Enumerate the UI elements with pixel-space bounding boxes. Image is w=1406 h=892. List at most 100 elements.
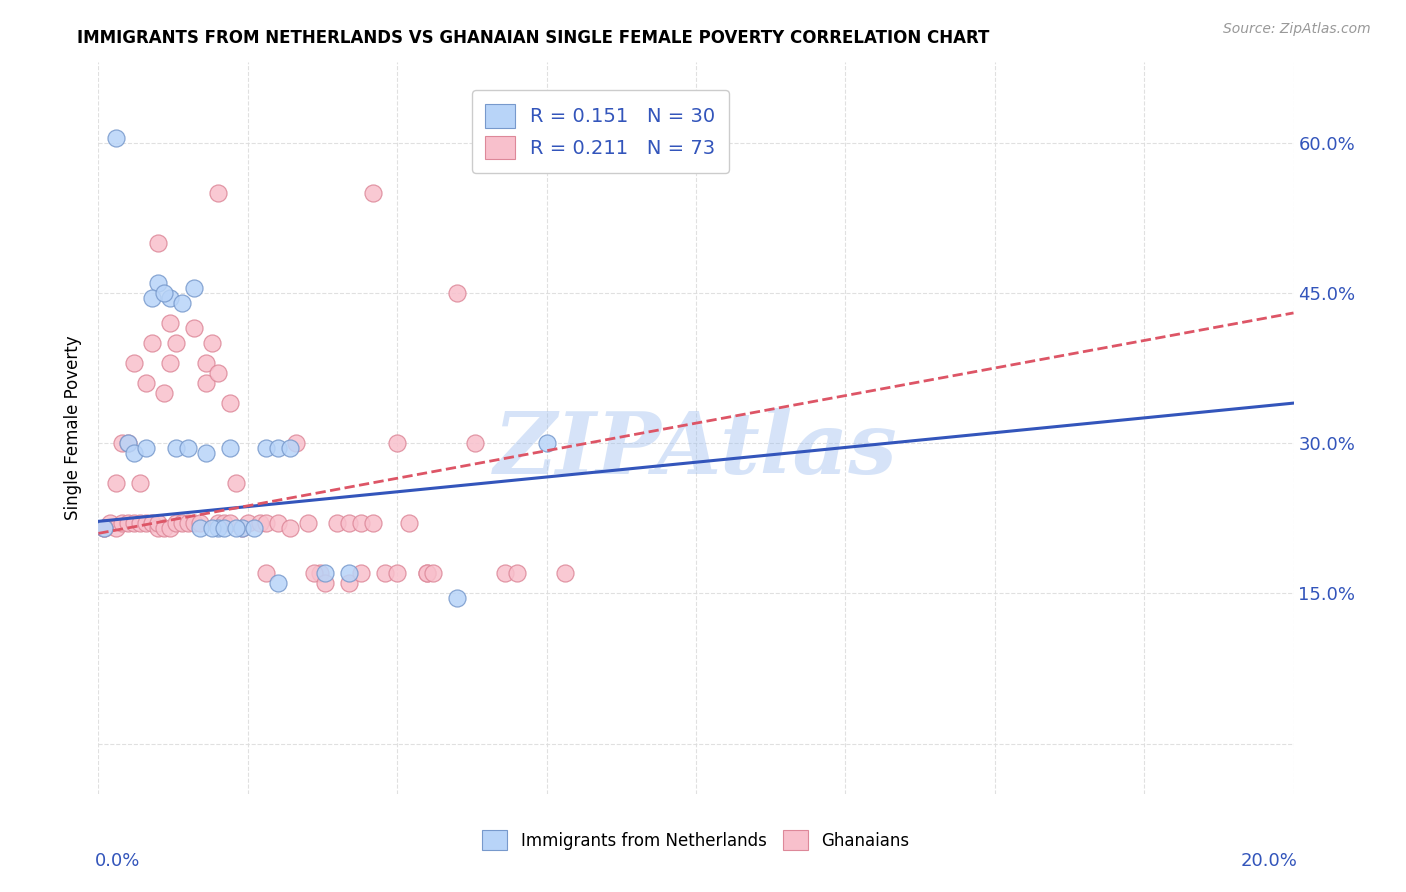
Point bbox=[159, 316, 181, 330]
Point bbox=[135, 516, 157, 531]
Point bbox=[117, 516, 139, 531]
Point bbox=[374, 566, 396, 581]
Point bbox=[93, 521, 115, 535]
Point bbox=[278, 441, 301, 455]
Point bbox=[231, 521, 253, 535]
Point bbox=[188, 516, 211, 531]
Point bbox=[494, 566, 516, 581]
Point bbox=[416, 566, 439, 581]
Point bbox=[219, 441, 242, 455]
Point bbox=[124, 516, 146, 531]
Point bbox=[195, 376, 218, 390]
Point bbox=[308, 566, 330, 581]
Point bbox=[159, 521, 181, 535]
Point bbox=[212, 521, 235, 535]
Point bbox=[267, 516, 290, 531]
Point bbox=[98, 516, 122, 531]
Point bbox=[117, 436, 139, 450]
Point bbox=[207, 366, 229, 380]
Point bbox=[207, 521, 229, 535]
Point bbox=[111, 436, 134, 450]
Point bbox=[141, 516, 163, 531]
Point bbox=[93, 521, 115, 535]
Point bbox=[207, 516, 229, 531]
Point bbox=[416, 566, 439, 581]
Point bbox=[398, 516, 420, 531]
Point bbox=[177, 441, 200, 455]
Point bbox=[254, 566, 277, 581]
Point bbox=[165, 441, 187, 455]
Point bbox=[183, 281, 205, 295]
Point bbox=[385, 566, 409, 581]
Legend: Immigrants from Netherlands, Ghanaians: Immigrants from Netherlands, Ghanaians bbox=[474, 822, 918, 859]
Point bbox=[254, 516, 277, 531]
Point bbox=[135, 376, 157, 390]
Point bbox=[207, 186, 229, 200]
Point bbox=[195, 356, 218, 370]
Point bbox=[129, 516, 152, 531]
Point bbox=[363, 186, 385, 200]
Point bbox=[148, 521, 170, 535]
Point bbox=[219, 516, 242, 531]
Text: Source: ZipAtlas.com: Source: ZipAtlas.com bbox=[1223, 22, 1371, 37]
Point bbox=[284, 436, 307, 450]
Point bbox=[117, 436, 139, 450]
Point bbox=[124, 356, 146, 370]
Point bbox=[267, 576, 290, 591]
Point bbox=[446, 285, 468, 300]
Point bbox=[93, 521, 115, 535]
Point bbox=[225, 476, 247, 491]
Point bbox=[172, 516, 194, 531]
Point bbox=[177, 516, 200, 531]
Point bbox=[195, 446, 218, 460]
Point bbox=[339, 566, 361, 581]
Point bbox=[254, 441, 277, 455]
Point bbox=[506, 566, 529, 581]
Point bbox=[148, 276, 170, 290]
Text: IMMIGRANTS FROM NETHERLANDS VS GHANAIAN SINGLE FEMALE POVERTY CORRELATION CHART: IMMIGRANTS FROM NETHERLANDS VS GHANAIAN … bbox=[77, 29, 990, 46]
Point bbox=[536, 436, 558, 450]
Y-axis label: Single Female Poverty: Single Female Poverty bbox=[65, 336, 83, 520]
Point bbox=[153, 521, 176, 535]
Point bbox=[111, 516, 134, 531]
Point bbox=[141, 336, 163, 351]
Point bbox=[464, 436, 486, 450]
Point bbox=[105, 476, 128, 491]
Text: 0.0%: 0.0% bbox=[94, 853, 141, 871]
Point bbox=[219, 396, 242, 410]
Point bbox=[225, 521, 247, 535]
Point bbox=[267, 441, 290, 455]
Point bbox=[135, 441, 157, 455]
Text: 20.0%: 20.0% bbox=[1240, 853, 1298, 871]
Point bbox=[231, 521, 253, 535]
Point bbox=[183, 321, 205, 335]
Point bbox=[554, 566, 576, 581]
Text: ZIPAtlas: ZIPAtlas bbox=[494, 409, 898, 491]
Point bbox=[297, 516, 319, 531]
Point bbox=[105, 130, 128, 145]
Point bbox=[129, 476, 152, 491]
Point bbox=[165, 516, 187, 531]
Point bbox=[148, 516, 170, 531]
Point bbox=[153, 285, 176, 300]
Point bbox=[124, 446, 146, 460]
Point bbox=[105, 521, 128, 535]
Point bbox=[315, 566, 337, 581]
Point bbox=[141, 291, 163, 305]
Point bbox=[422, 566, 444, 581]
Point bbox=[350, 566, 373, 581]
Point bbox=[339, 516, 361, 531]
Point bbox=[153, 386, 176, 401]
Point bbox=[339, 576, 361, 591]
Point bbox=[201, 521, 224, 535]
Point bbox=[212, 516, 235, 531]
Point bbox=[201, 336, 224, 351]
Point bbox=[385, 436, 409, 450]
Point bbox=[446, 591, 468, 606]
Point bbox=[188, 521, 211, 535]
Point bbox=[243, 521, 266, 535]
Point bbox=[148, 235, 170, 250]
Point bbox=[326, 516, 349, 531]
Point bbox=[249, 516, 271, 531]
Point bbox=[278, 521, 301, 535]
